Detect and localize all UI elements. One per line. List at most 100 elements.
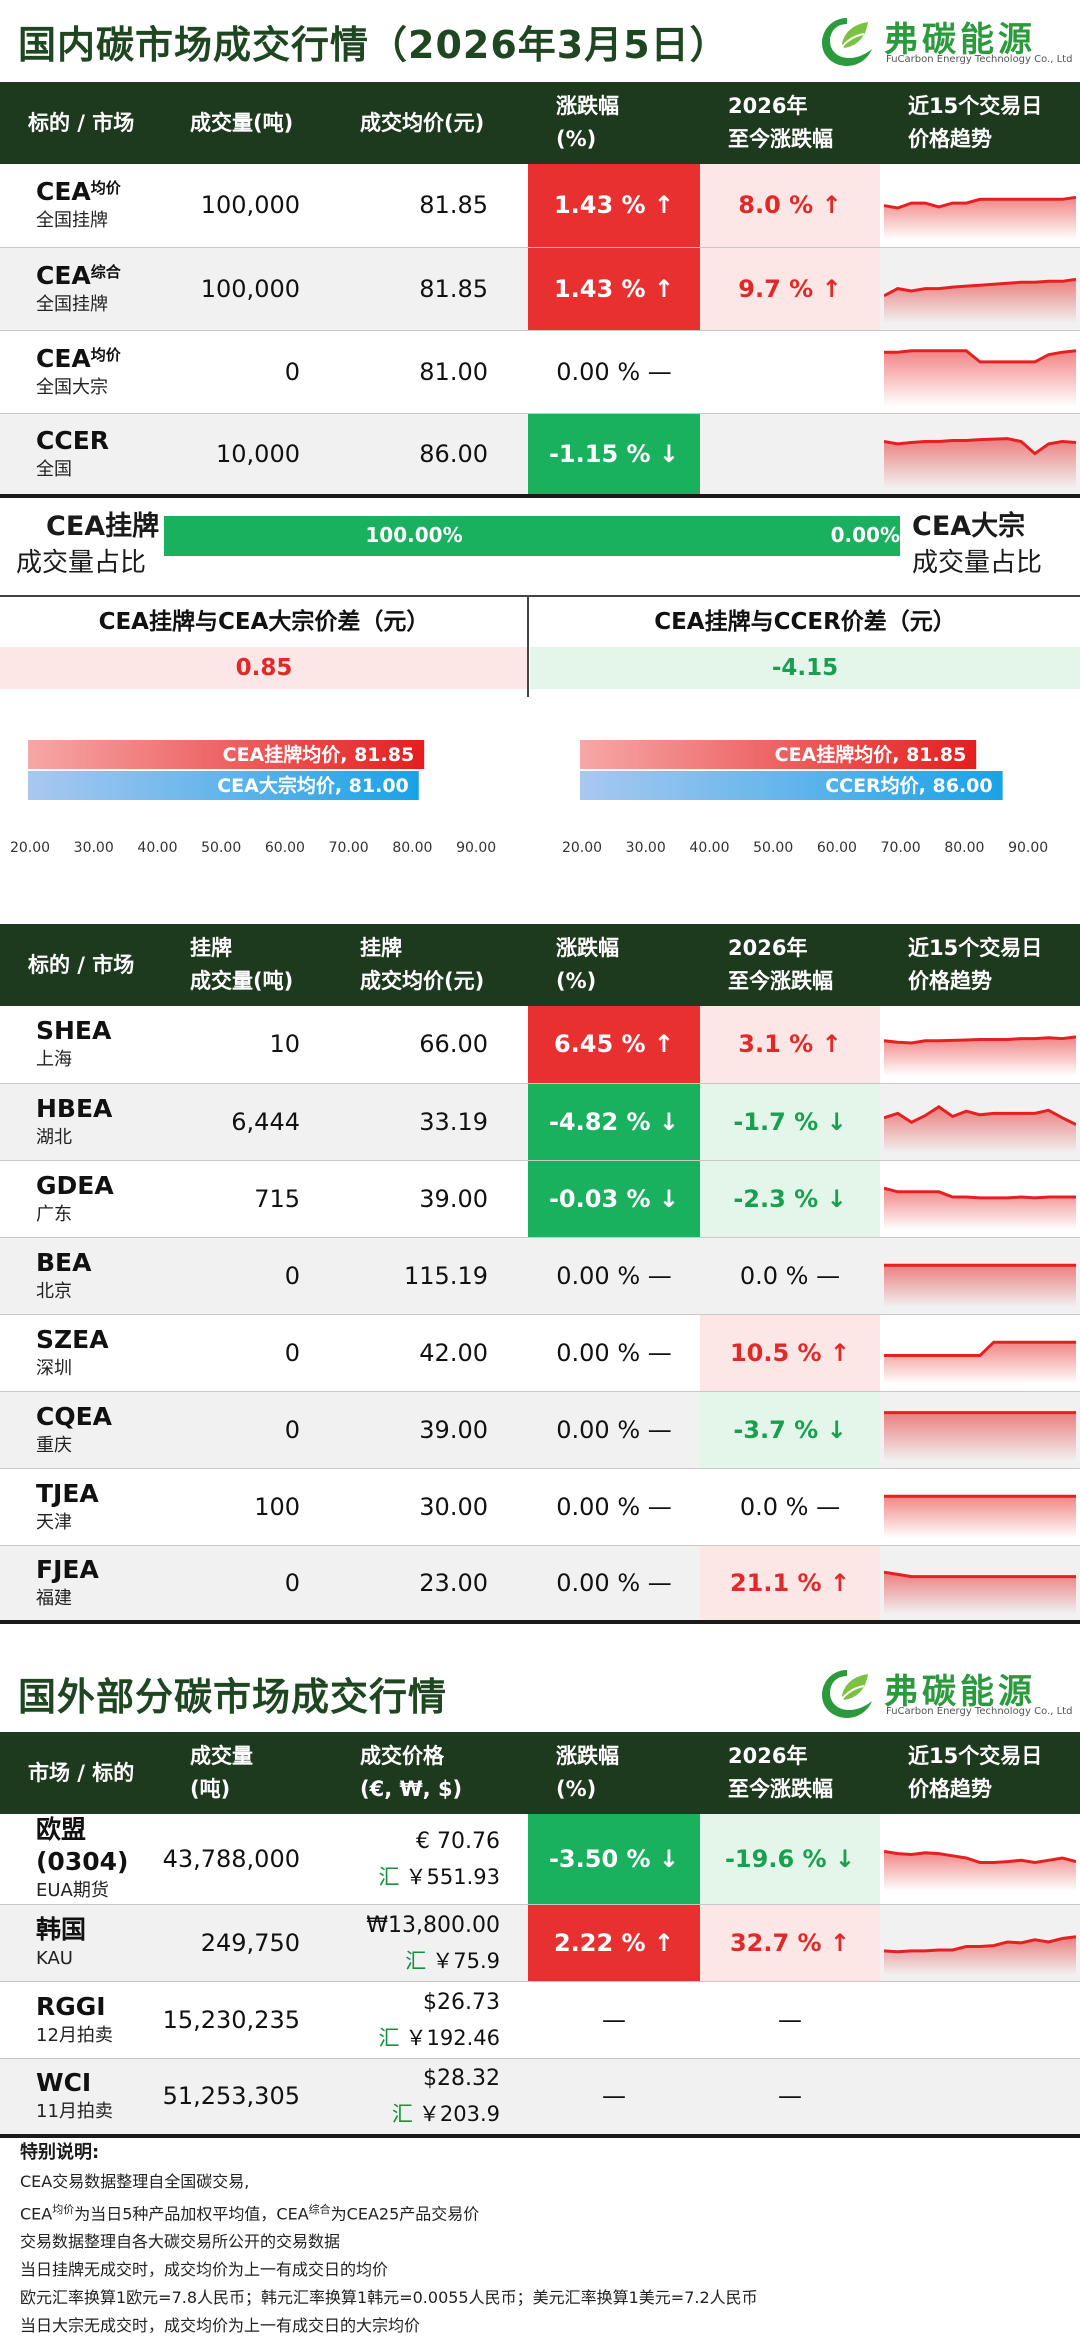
cea-block-spread: CEA挂牌与CEA大宗价差（元） 0.85 (0, 597, 528, 695)
volume-cell: 10,000 (150, 413, 340, 498)
price-cell: 23.00 (340, 1545, 528, 1624)
change-cell: -3.50 % ↓ (528, 1814, 700, 1905)
company-logo: 弗碳能源 FuCarbon Energy Technology Co., Ltd (818, 1662, 1072, 1724)
volume-cell: 0 (150, 1545, 340, 1624)
column-header: 近15个交易日 价格趋势 (880, 82, 1080, 164)
market-code: TJEA (36, 1478, 99, 1508)
volume-cell: 51,253,305 (150, 2058, 340, 2138)
comparison-bar (28, 740, 425, 769)
trend-area (884, 1936, 1076, 1975)
volume-share-bar: 100.00% 0.00% (164, 516, 900, 556)
column-header: 标的 / 市场 (0, 82, 150, 164)
market-region: 全国挂牌 (36, 293, 108, 315)
column-header: 涨跌幅 (%) (528, 924, 700, 1006)
price-cell: ₩13,800.00 汇 ￥75.9 (340, 1904, 528, 1982)
column-header: 成交量(吨) (150, 82, 340, 164)
table-header-row: 标的 / 市场 成交量(吨) 成交均价(元) 涨跌幅 (%) 2026年 至今涨跌幅 近15个… (0, 82, 1080, 164)
exchange-label: 汇 (391, 2102, 413, 2127)
market-region: 重庆 (36, 1434, 72, 1456)
axis-tick-label: 40.00 (137, 840, 177, 856)
ytd-change-cell: 32.7 % ↑ (700, 1904, 880, 1982)
table-header-row: 标的 / 市场 挂牌 成交量(吨) 挂牌 成交均价(元) 涨跌幅 (%) 2026年 至今涨跌幅… (0, 924, 1080, 1006)
market-region: 12月拍卖 (36, 2025, 113, 2046)
logo-subtitle: FuCarbon Energy Technology Co., Ltd (886, 1706, 1073, 1717)
volume-cell: 100,000 (150, 164, 340, 248)
cea-block-spread-value: 0.85 (0, 647, 528, 689)
trend-cell (880, 1314, 1080, 1392)
axis-tick-label: 80.00 (392, 840, 432, 856)
ytd-change-cell (700, 413, 880, 498)
notes-line: 当日挂牌无成交时，成交均价为上一有成交日的均价 (20, 2260, 389, 2280)
trend-line (884, 437, 1076, 456)
market-code: CEA综合 (36, 260, 121, 290)
trend-sparkline (884, 1494, 1076, 1538)
ytd-change-cell: 9.7 % ↑ (700, 247, 880, 331)
bar-label: CCER均价, 86.00 (825, 774, 992, 797)
change-cell: — (528, 2058, 700, 2138)
trend-sparkline (884, 1105, 1076, 1153)
logo-name: 弗碳能源 (884, 20, 1036, 60)
change-cell: — (528, 1981, 700, 2059)
trend-sparkline (884, 1035, 1076, 1076)
market-name-cell: SHEA 上海 (0, 1006, 150, 1084)
trend-cell (880, 413, 1080, 498)
trend-cell (880, 164, 1080, 248)
price-cell: 81.85 (340, 164, 528, 248)
change-cell: 1.43 % ↑ (528, 247, 700, 331)
price-value: $26.73 (423, 1990, 500, 2015)
trend-cell (880, 1904, 1080, 1982)
trend-cell (880, 1981, 1080, 2059)
table-row: 韩国 KAU 249,750 ₩13,800.00 汇 ￥75.9 2.22 % ↑ 32.7… (0, 1904, 1080, 1982)
trend-cell (880, 1391, 1080, 1469)
trend-cell (880, 1160, 1080, 1238)
market-code: CEA均价 (36, 177, 121, 207)
trend-line (884, 195, 1076, 210)
company-logo: 弗碳能源 FuCarbon Energy Technology Co., Ltd (818, 10, 1072, 72)
domestic-header: 国内碳市场成交行情（2026年3月5日） 弗碳能源 FuCarbon Energ… (0, 0, 1080, 82)
trend-sparkline (884, 195, 1076, 240)
market-name-cell: GDEA 广东 (0, 1160, 150, 1238)
change-cell: -0.03 % ↓ (528, 1160, 700, 1238)
change-cell: 0.00 % — (528, 1545, 700, 1624)
table-row: CQEA 重庆 0 39.00 0.00 % — -3.7 % ↓ (0, 1391, 1080, 1469)
trend-cell (880, 1545, 1080, 1624)
market-code-sup: 均价 (90, 345, 121, 364)
cea-listed-vs-ccer-svg: CEA挂牌均价, 81.85 CCER均价, 86.00 20.00 30.00 40.… (552, 705, 1072, 880)
trend-sparkline (884, 349, 1076, 406)
market-name-cell: CEA均价 全国挂牌 (0, 164, 150, 248)
ytd-change-cell (700, 330, 880, 414)
overseas-header: 国外部分碳市场成交行情 弗碳能源 FuCarbon Energy Technol… (0, 1652, 1080, 1734)
market-region: 福建 (36, 1587, 72, 1609)
volume-cell: 0 (150, 330, 340, 414)
trend-cell (880, 330, 1080, 414)
trend-cell (880, 2058, 1080, 2138)
block-share-value: 0.00% (830, 523, 900, 547)
market-name-cell: 韩国 KAU (0, 1904, 150, 1982)
trend-line (884, 1035, 1076, 1045)
trend-line (884, 349, 1076, 364)
table-row: SHEA 上海 10 66.00 6.45 % ↑ 3.1 % ↑ (0, 1006, 1080, 1084)
trend-sparkline (884, 1263, 1076, 1307)
logo-subtitle: FuCarbon Energy Technology Co., Ltd (886, 54, 1073, 65)
column-header: 近15个交易日 价格趋势 (880, 924, 1080, 1006)
market-region: 11月拍卖 (36, 2101, 113, 2123)
price-exchange: 汇 ￥551.93 (378, 1865, 500, 1889)
change-cell: -1.15 % ↓ (528, 413, 700, 498)
market-name-cell: 欧盟(0304) EUA期货 (0, 1814, 150, 1905)
price-cell: 42.00 (340, 1314, 528, 1392)
cea-block-spread-title: CEA挂牌与CEA大宗价差（元） (98, 609, 430, 635)
trend-sparkline (884, 1340, 1076, 1384)
trend-area (884, 279, 1076, 323)
market-name-cell: CCER 全国 (0, 413, 150, 498)
volume-cell: 715 (150, 1160, 340, 1238)
market-name-cell: TJEA 天津 (0, 1468, 150, 1546)
notes-section: 特别说明: CEA交易数据整理自全国碳交易, CEA均价为当日5种产品加权平均值… (20, 2138, 1070, 2340)
trend-line (884, 1186, 1076, 1200)
leaf-logo-icon (822, 1670, 872, 1718)
price-cell: 39.00 (340, 1160, 528, 1238)
column-header: 涨跌幅 (%) (528, 82, 700, 164)
table-row: FJEA 福建 0 23.00 0.00 % —21.1 % ↑ (0, 1545, 1080, 1624)
volume-cell: 15,230,235 (150, 1981, 340, 2059)
notes-line: CEA交易数据整理自全国碳交易, (20, 2172, 250, 2191)
table-row: RGGI 12月拍卖 15,230,235 $26.73 汇 ￥192.46 — — (0, 1981, 1080, 2059)
